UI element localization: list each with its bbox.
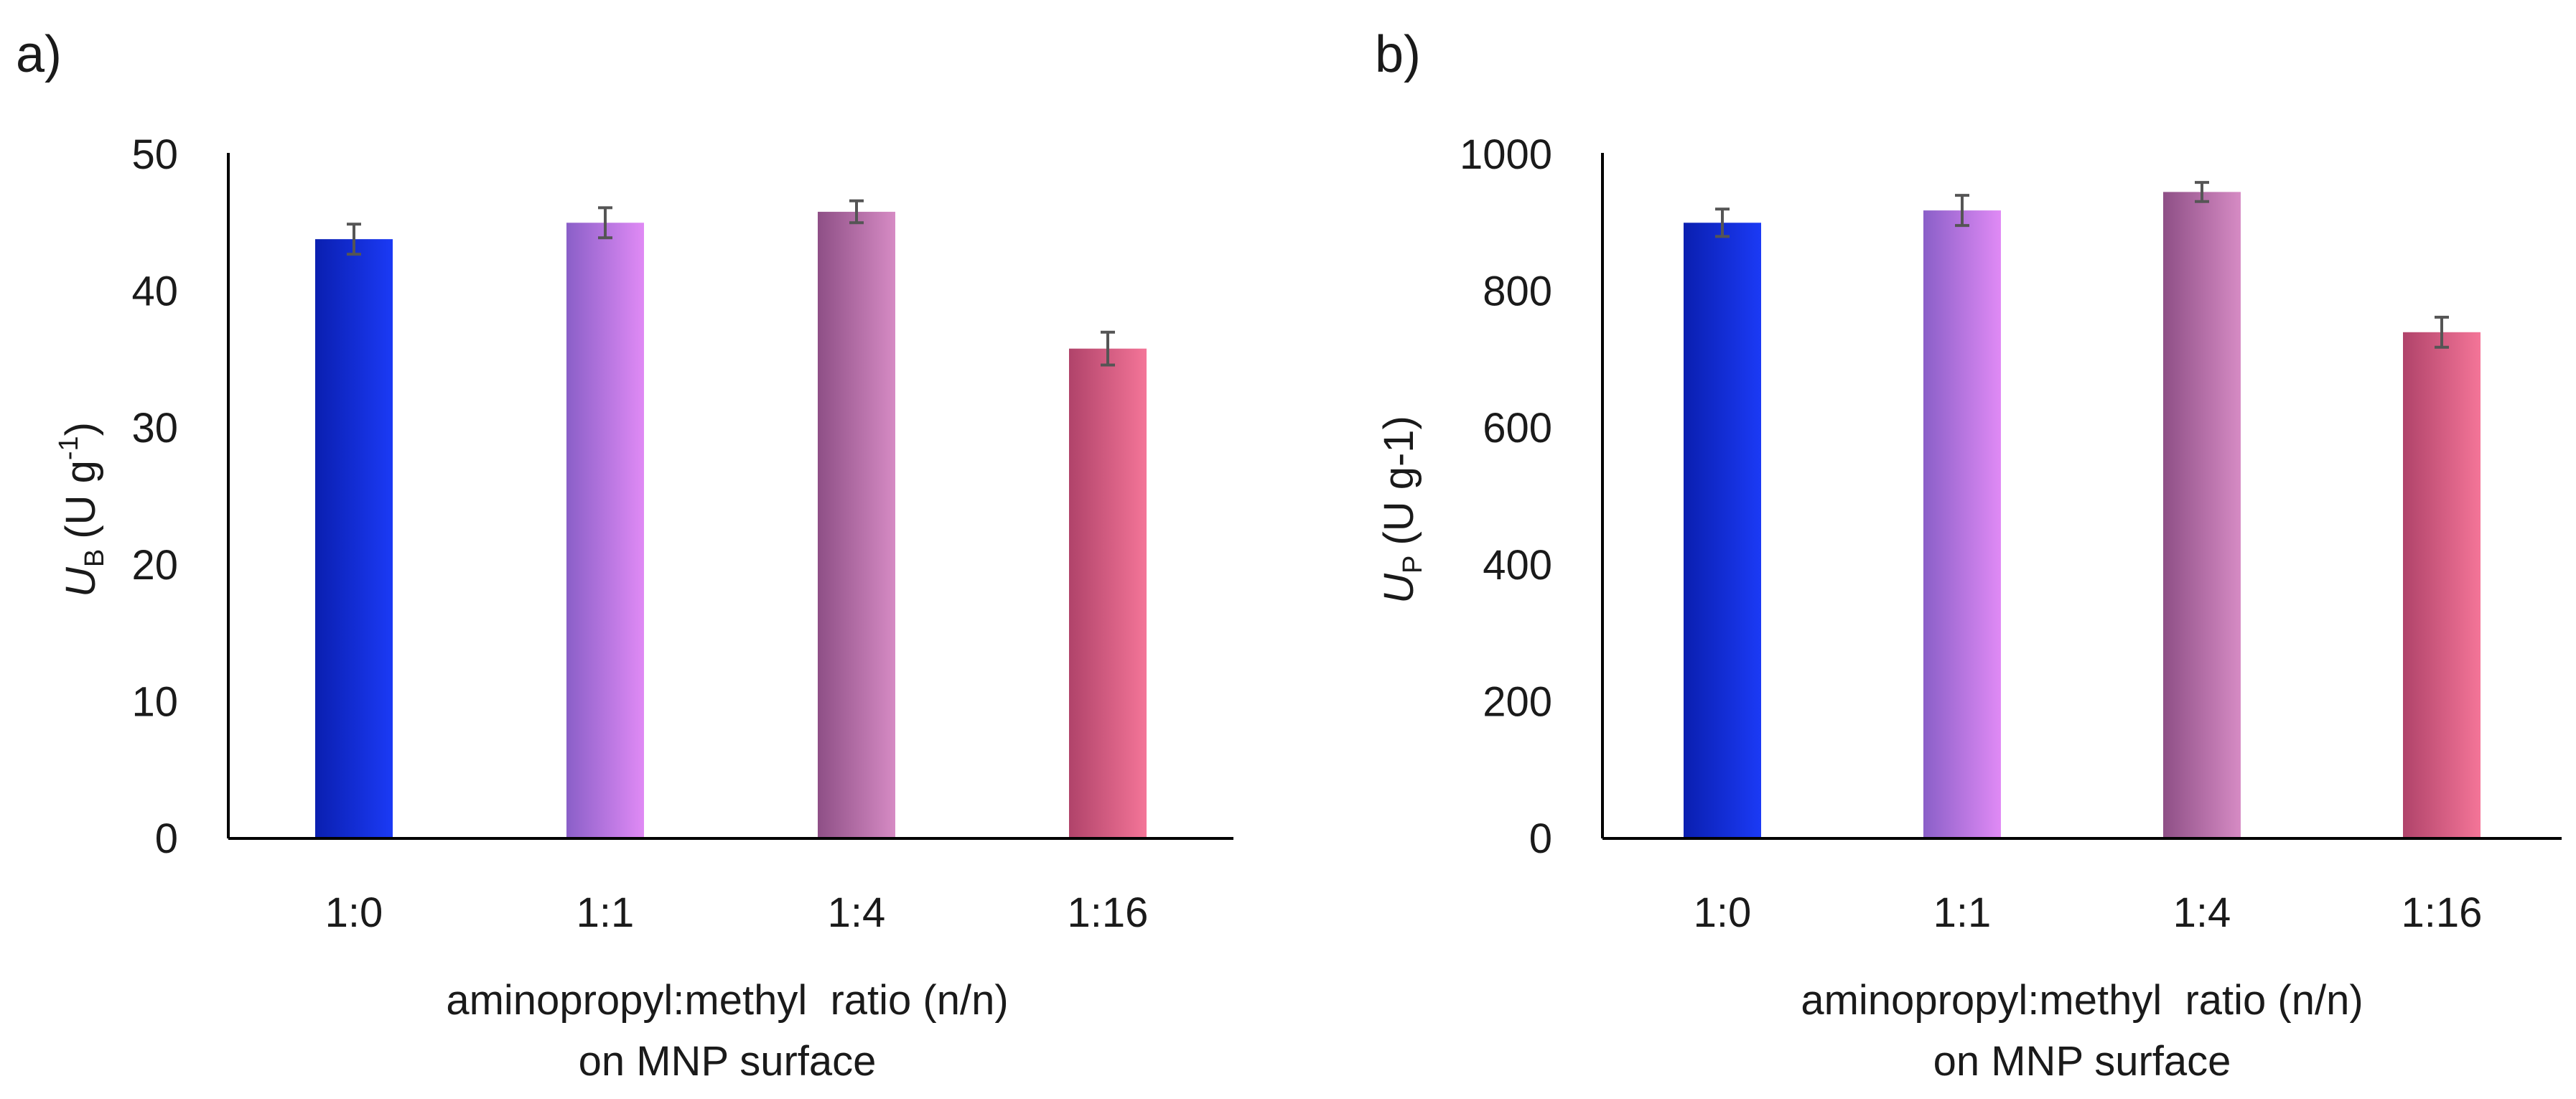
bar-1-16 bbox=[2403, 332, 2481, 838]
y-title-symbol: U bbox=[1376, 573, 1422, 604]
svg-text:UB(U g-1): UB (U g-1) bbox=[54, 422, 110, 597]
bar-1-0 bbox=[1684, 223, 1761, 838]
bar-1-1 bbox=[1923, 210, 2001, 838]
panel-b-x-axis-title-line1: aminopropyl:methyl ratio (n/n) bbox=[1801, 977, 2363, 1024]
error-bar-1-0 bbox=[347, 223, 361, 256]
y-title-unit: (U g-1) bbox=[1376, 416, 1422, 545]
y-title-symbol: U bbox=[57, 566, 104, 597]
panel-a: a) UB (U g-1) 0 10 20 30 40 50 1:0 1:1 1:4 1:16 am… bbox=[16, 26, 1233, 1085]
panel-b-x-axis-title-line2: on MNP surface bbox=[1933, 1038, 2231, 1085]
y-tick-label: 30 bbox=[131, 405, 178, 452]
error-bar-1-16 bbox=[1101, 330, 1115, 367]
x-tick-label: 1:0 bbox=[1694, 889, 1752, 936]
y-title-close: ) bbox=[57, 422, 104, 436]
y-tick-label: 400 bbox=[1483, 542, 1552, 589]
bar-1-4 bbox=[818, 212, 895, 838]
bar-1-16 bbox=[1069, 348, 1147, 839]
x-tick-label: 1:0 bbox=[325, 889, 383, 936]
panel-b: b) UP (U g-1) 0 200 400 600 800 1000 1:0 1:1 1:4 1… bbox=[1375, 26, 2562, 1085]
x-tick-label: 1:16 bbox=[2402, 889, 2483, 936]
x-tick-label: 1:1 bbox=[1933, 889, 1992, 936]
y-tick-label: 20 bbox=[131, 542, 178, 589]
y-title-superscript: -1 bbox=[54, 436, 84, 460]
y-title-unit: (U g bbox=[57, 460, 104, 539]
error-bar-1-4 bbox=[2195, 181, 2209, 203]
x-tick-label: 1:16 bbox=[1068, 889, 1149, 936]
y-title-subscript: B bbox=[80, 549, 110, 567]
error-bar-1-0 bbox=[1715, 207, 1730, 238]
panel-a-plot-area: 0 10 20 30 40 50 1:0 1:1 1:4 1:16 bbox=[131, 131, 1233, 936]
x-tick-label: 1:4 bbox=[828, 889, 886, 936]
y-tick-label: 200 bbox=[1483, 678, 1552, 725]
x-tick-label: 1:4 bbox=[2173, 889, 2231, 936]
panel-a-label: a) bbox=[16, 26, 62, 83]
panel-a-x-axis-title-line1: aminopropyl:methyl ratio (n/n) bbox=[446, 977, 1008, 1024]
x-tick-label: 1:1 bbox=[577, 889, 635, 936]
error-bar-1-1 bbox=[598, 206, 612, 240]
y-tick-label: 50 bbox=[131, 131, 178, 178]
y-tick-label: 40 bbox=[131, 268, 178, 315]
panel-b-plot-area: 0 200 400 600 800 1000 1:0 1:1 1:4 1:16 bbox=[1460, 131, 2562, 936]
bar-1-0 bbox=[315, 239, 393, 838]
panel-a-x-axis-title-line2: on MNP surface bbox=[579, 1038, 877, 1085]
bar-1-1 bbox=[566, 223, 644, 838]
error-bar-1-1 bbox=[1955, 194, 1969, 228]
y-tick-label: 1000 bbox=[1460, 131, 1552, 178]
bar-1-4 bbox=[2163, 192, 2241, 838]
error-bar-1-16 bbox=[2435, 315, 2449, 349]
svg-text:UP(U g-1): UP (U g-1) bbox=[1376, 416, 1428, 604]
panel-b-label: b) bbox=[1375, 26, 1421, 83]
panel-a-y-axis-title: UB (U g-1) bbox=[54, 422, 110, 597]
y-tick-label: 0 bbox=[1529, 815, 1552, 862]
y-title-subscript: P bbox=[1398, 556, 1428, 574]
y-tick-label: 800 bbox=[1483, 268, 1552, 315]
y-tick-label: 0 bbox=[155, 815, 178, 862]
error-bar-1-4 bbox=[849, 199, 864, 225]
y-tick-label: 600 bbox=[1483, 405, 1552, 452]
panel-b-y-axis-title: UP (U g-1) bbox=[1376, 416, 1428, 604]
y-tick-label: 10 bbox=[131, 678, 178, 725]
